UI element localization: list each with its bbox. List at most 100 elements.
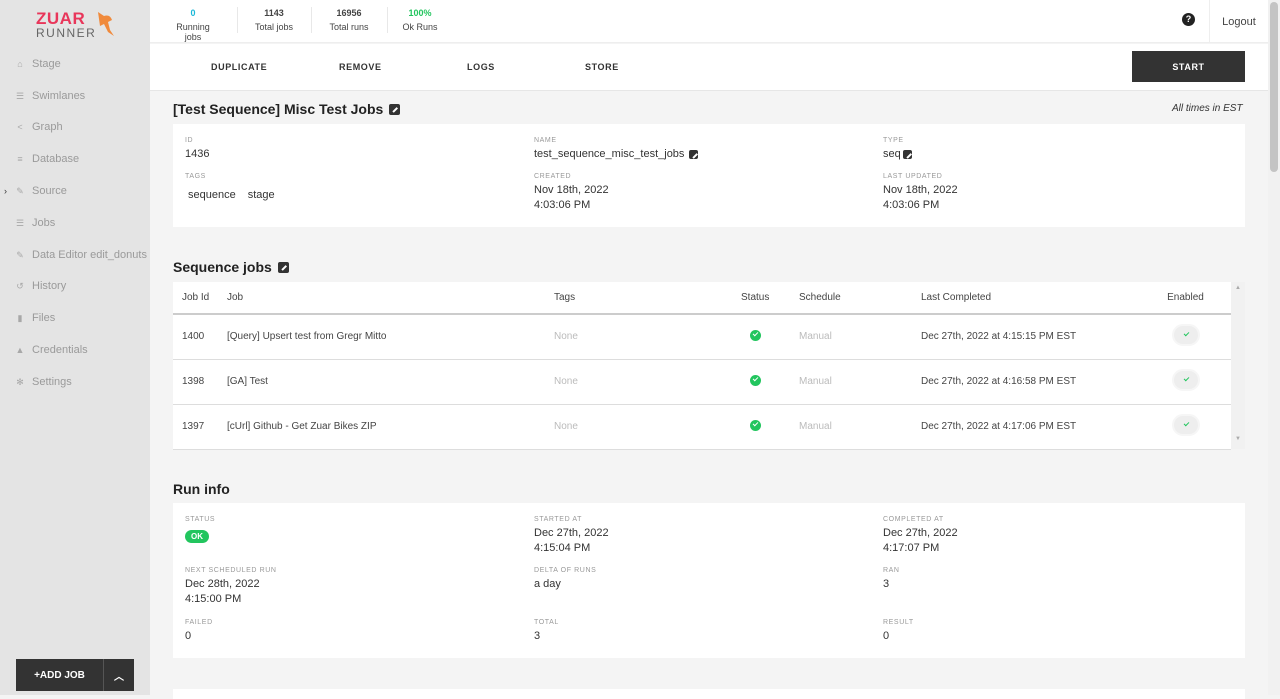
last-completed: Dec 27th, 2022 at 4:15:15 PM EST bbox=[912, 314, 1140, 360]
column-header[interactable]: Enabled bbox=[1140, 282, 1231, 315]
logs-button[interactable]: LOGS bbox=[467, 62, 495, 72]
duplicate-button[interactable]: DUPLICATE bbox=[211, 62, 268, 72]
table-row[interactable]: 1398 [GA] Test None Manual Dec 27th, 202… bbox=[173, 359, 1231, 405]
job-tags: None bbox=[545, 314, 732, 360]
edit-title-icon[interactable] bbox=[389, 103, 401, 115]
column-header[interactable]: Schedule bbox=[790, 282, 912, 315]
sequence-jobs-title: Sequence jobs bbox=[173, 259, 289, 275]
stats-bar: 0 Running jobs 1143 Total jobs 16956 Total … bbox=[150, 0, 1268, 43]
sidebar-item-swimlanes[interactable]: ☰ Swimlanes bbox=[0, 80, 150, 112]
sidebar-item-graph[interactable]: < Graph bbox=[0, 112, 150, 144]
job-link[interactable]: [cUrl] Github - Get Zuar Bikes ZIP bbox=[218, 404, 545, 450]
plug-icon: ✎ bbox=[16, 186, 24, 197]
last-completed: Dec 27th, 2022 at 4:16:58 PM EST bbox=[912, 359, 1140, 405]
chevron-right-icon: › bbox=[4, 186, 7, 197]
sidebar-item-files[interactable]: ▮ Files bbox=[0, 302, 150, 334]
job-id: 1400 bbox=[173, 314, 218, 360]
table-row[interactable]: 1400 [Query] Upsert test from Gregr Mitt… bbox=[173, 314, 1231, 360]
column-header[interactable]: Job Id bbox=[173, 282, 218, 315]
sidebar: ZUAR RUNNER ⌂ Stage ☰ Swimlanes < Graph ≡ Datab… bbox=[0, 0, 150, 695]
zuar-runner-logo[interactable]: ZUAR RUNNER bbox=[36, 10, 116, 40]
status-ok-icon bbox=[750, 419, 761, 431]
job-schedule: Manual bbox=[790, 404, 912, 450]
chevron-up-icon[interactable]: ︿ bbox=[114, 671, 124, 683]
stat-ok-runs: 100% Ok Runs bbox=[402, 8, 438, 32]
job-type: seq bbox=[883, 148, 901, 160]
sidebar-item-stage[interactable]: ⌂ Stage bbox=[0, 48, 150, 80]
help-icon[interactable]: ? bbox=[1182, 13, 1195, 26]
sidebar-item-label: Data Editor edit_donuts bbox=[32, 248, 147, 261]
column-header[interactable]: Tags bbox=[545, 282, 732, 315]
job-link[interactable]: [GA] Test bbox=[218, 359, 545, 405]
sidebar-item-jobs[interactable]: ☰ Jobs bbox=[0, 207, 150, 239]
column-header[interactable]: Last Completed bbox=[912, 282, 1140, 315]
sidebar-item-label: Jobs bbox=[32, 216, 56, 229]
page-scrollbar[interactable] bbox=[1268, 0, 1280, 695]
lock-icon: ▲ bbox=[15, 345, 25, 356]
job-tags: None bbox=[545, 404, 732, 450]
table-scrollbar[interactable]: ▲ ▼ bbox=[1231, 282, 1245, 449]
list-icon: ☰ bbox=[15, 217, 25, 228]
database-icon: ≡ bbox=[17, 154, 23, 165]
store-button[interactable]: STORE bbox=[585, 62, 619, 72]
sliders-icon: ☰ bbox=[15, 90, 25, 101]
job-id: 1397 bbox=[173, 404, 218, 450]
edit-sequence-icon[interactable] bbox=[277, 261, 289, 273]
sidebar-item-history[interactable]: ↺ History bbox=[0, 271, 150, 303]
edit-name-icon[interactable] bbox=[689, 150, 699, 159]
sidebar-item-label: Credentials bbox=[32, 344, 88, 357]
sidebar-item-label: Files bbox=[32, 312, 56, 325]
sidebar-item-label: Database bbox=[32, 153, 80, 166]
next-card bbox=[173, 689, 1245, 699]
job-schedule: Manual bbox=[790, 359, 912, 405]
home-icon: ⌂ bbox=[17, 58, 23, 69]
status-ok-icon bbox=[750, 329, 761, 341]
enabled-toggle[interactable] bbox=[1171, 324, 1200, 347]
sidebar-item-label: Stage bbox=[32, 57, 61, 70]
sequence-jobs-table: Job Id Job Tags Status Schedule Last Complete… bbox=[173, 282, 1245, 450]
enabled-toggle[interactable] bbox=[1171, 369, 1200, 391]
job-tags: None bbox=[545, 359, 732, 405]
page-title: [Test Sequence] Misc Test Jobs bbox=[173, 101, 401, 117]
sidebar-item-settings[interactable]: ✻ Settings bbox=[0, 366, 150, 398]
job-link[interactable]: [Query] Upsert test from Gregr Mitto bbox=[218, 314, 545, 360]
remove-button[interactable]: REMOVE bbox=[339, 62, 382, 72]
edit-icon: ✎ bbox=[16, 249, 24, 260]
job-details-card: ID 1436 NAME test_sequence_misc_test_jobs … bbox=[173, 124, 1245, 227]
sidebar-item-label: Settings bbox=[32, 375, 72, 388]
run-info-card: STATUS OK STARTED AT Dec 27th, 2022 4:15:04… bbox=[173, 503, 1245, 658]
tag[interactable]: stage bbox=[247, 189, 275, 201]
add-job-button[interactable]: +ADD JOB ︿ bbox=[16, 659, 134, 691]
table-row[interactable]: 1397 [cUrl] Github - Get Zuar Bikes ZIP … bbox=[173, 404, 1231, 450]
sidebar-item-label: History bbox=[32, 280, 67, 293]
stat-total-runs: 16956 Total runs bbox=[329, 8, 369, 32]
job-schedule: Manual bbox=[790, 314, 912, 360]
timezone-note: All times in EST bbox=[1172, 103, 1243, 114]
logout-button[interactable]: Logout bbox=[1209, 0, 1268, 43]
enabled-toggle[interactable] bbox=[1171, 414, 1200, 436]
run-info-title: Run info bbox=[173, 481, 230, 497]
column-header[interactable]: Status bbox=[732, 282, 790, 315]
file-icon: ▮ bbox=[17, 313, 23, 324]
status-badge: OK bbox=[185, 530, 209, 543]
share-icon: < bbox=[17, 122, 23, 133]
sidebar-item-label: Source bbox=[32, 185, 67, 198]
sidebar-item-source[interactable]: › ✎ Source bbox=[0, 175, 150, 207]
job-id: 1398 bbox=[173, 359, 218, 405]
job-name: test_sequence_misc_test_jobs bbox=[534, 148, 685, 160]
edit-type-icon[interactable] bbox=[902, 150, 912, 159]
status-ok-icon bbox=[750, 374, 761, 386]
sidebar-item-data[interactable]: ✎ Data Editor edit_donuts bbox=[0, 239, 150, 271]
start-button[interactable]: START bbox=[1132, 51, 1245, 82]
stat-running-jobs: 0 Running jobs bbox=[176, 8, 210, 42]
sidebar-item-label: Graph bbox=[32, 121, 63, 134]
sidebar-item-credentials[interactable]: ▲ Credentials bbox=[0, 334, 150, 366]
tag[interactable]: sequence bbox=[188, 189, 236, 201]
column-header[interactable]: Job bbox=[218, 282, 545, 315]
job-id: 1436 bbox=[185, 148, 210, 160]
gear-icon: ✻ bbox=[16, 376, 24, 387]
sidebar-item-label: Swimlanes bbox=[32, 89, 86, 102]
history-icon: ↺ bbox=[16, 281, 24, 292]
action-bar: DUPLICATE REMOVE LOGS STORE START bbox=[150, 44, 1268, 91]
sidebar-item-database[interactable]: ≡ Database bbox=[0, 143, 150, 175]
